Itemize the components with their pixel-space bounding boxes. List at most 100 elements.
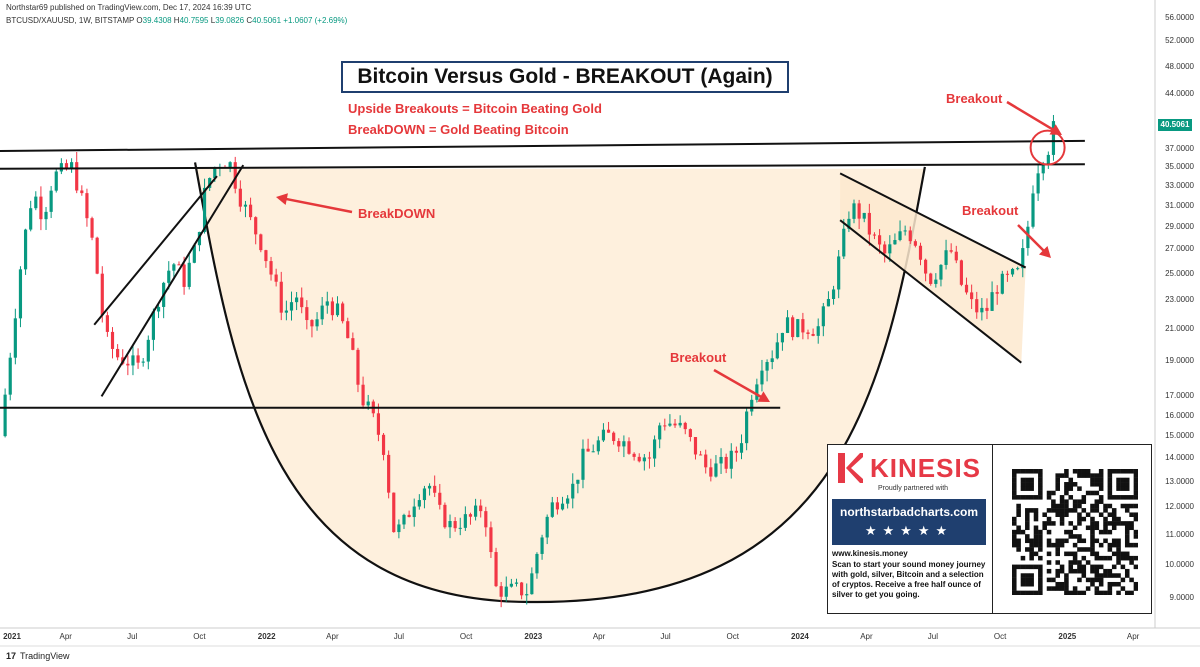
candle-body	[668, 423, 672, 426]
candle-body	[627, 441, 631, 454]
candle-body	[387, 454, 391, 493]
kinesis-brand: KINESIS	[870, 453, 982, 483]
y-tick-label: 9.0000	[1169, 593, 1194, 603]
candle-body	[131, 355, 135, 366]
candle-body	[228, 162, 232, 168]
x-tick-label: Apr	[59, 632, 72, 641]
candle-body	[714, 463, 718, 477]
candle-body	[105, 315, 109, 332]
candle-body	[295, 297, 299, 303]
candle-body	[791, 317, 795, 338]
kinesis-ad[interactable]: KINESIS Proudly partnered with northstar…	[827, 444, 1152, 614]
candle-body	[381, 434, 386, 455]
candle-body	[361, 384, 365, 406]
candle-body	[688, 429, 692, 438]
candle-body	[555, 502, 559, 510]
candle-body	[739, 443, 744, 453]
candle-body	[1005, 273, 1010, 275]
trendline-channel-low	[100, 164, 245, 397]
candle-body	[652, 439, 657, 459]
candle-body	[85, 193, 89, 219]
x-tick-label: 2021	[3, 632, 21, 641]
candle-body	[796, 319, 800, 338]
candle-body	[254, 217, 258, 235]
y-tick-label: 13.0000	[1165, 476, 1194, 486]
candle-body	[857, 203, 861, 219]
ad-body-text: Scan to start your sound money journey w…	[832, 560, 986, 599]
candle-body	[64, 163, 69, 169]
tradingview-footer: 17 TradingView	[6, 651, 70, 661]
candle-body	[586, 448, 590, 452]
candle-body	[550, 502, 554, 517]
candle-body	[412, 506, 416, 518]
candle-body	[8, 357, 12, 395]
candle-body	[300, 297, 304, 308]
publisher-line: Northstar69 published on TradingView.com…	[6, 3, 252, 12]
kinesis-url[interactable]: www.kinesis.money	[832, 549, 908, 558]
low-value: 39.0826	[215, 16, 245, 25]
candle-body	[433, 485, 437, 493]
x-tick-label: Oct	[193, 632, 206, 641]
candle-body	[453, 521, 457, 529]
candle-body	[535, 553, 539, 574]
candle-body	[617, 441, 621, 447]
x-tick-label: Jul	[927, 632, 939, 641]
candle-body	[213, 167, 217, 179]
y-tick-label: 17.0000	[1165, 391, 1194, 401]
y-tick-label: 19.0000	[1165, 356, 1194, 366]
y-tick-label: 14.0000	[1165, 453, 1194, 463]
wedge-fill	[840, 173, 1026, 363]
candle-body	[924, 259, 928, 274]
candle-body	[29, 208, 33, 230]
candle-body	[995, 292, 999, 294]
candle-body	[888, 244, 892, 254]
candle-body	[325, 301, 329, 306]
candle-body	[560, 503, 565, 510]
candle-body	[877, 235, 882, 245]
candle-body	[346, 321, 350, 339]
last-price-tag: 40.5061	[1158, 119, 1192, 131]
candle-body	[59, 163, 63, 172]
candle-body	[785, 317, 790, 333]
candle-body	[954, 251, 958, 261]
y-tick-label: 16.0000	[1165, 410, 1194, 420]
breakout-arrow-2023-shaft	[713, 368, 763, 399]
candle-body	[397, 524, 401, 533]
candle-body	[765, 362, 769, 371]
candle-body	[44, 211, 48, 220]
y-tick-label: 37.0000	[1165, 144, 1194, 154]
candle-body	[39, 196, 43, 220]
candle-body	[484, 511, 488, 528]
y-tick-label: 27.0000	[1165, 244, 1194, 254]
cup-fill	[195, 162, 925, 602]
chart-title: Bitcoin Versus Gold - BREAKOUT (Again)	[341, 61, 789, 93]
candle-body	[427, 485, 432, 489]
x-tick-label: 2022	[257, 632, 276, 641]
breakout-arrow-wedge-head	[1038, 245, 1051, 258]
y-tick-label: 52.0000	[1165, 36, 1194, 46]
candle-body	[248, 204, 253, 218]
y-tick-label: 11.0000	[1165, 529, 1194, 539]
candle-body	[274, 274, 278, 282]
trendline-channel-high	[93, 175, 218, 326]
x-tick-label: Oct	[993, 632, 1007, 641]
candle-body	[95, 237, 99, 274]
candle-body	[499, 586, 503, 597]
candle-body	[893, 240, 897, 245]
x-tick-label: 2025	[1058, 632, 1077, 641]
candle-body	[663, 425, 667, 427]
candle-body	[1031, 193, 1035, 227]
candle-body	[678, 422, 682, 426]
candle-body	[402, 514, 406, 525]
x-tick-label: Jul	[127, 632, 138, 641]
candle-body	[847, 218, 851, 229]
candle-body	[310, 320, 314, 327]
breakout-arrow-wedge-shaft	[1017, 224, 1046, 253]
x-tick-label: Jul	[393, 632, 404, 641]
qr-code-icon[interactable]	[1012, 469, 1138, 595]
candle-body	[821, 306, 825, 327]
ad-info-panel: KINESIS Proudly partnered with northstar…	[830, 447, 990, 611]
northstar-banner[interactable]: northstarbadcharts.com ★★★★★	[832, 499, 986, 545]
candle-body	[167, 270, 171, 283]
y-tick-label: 12.0000	[1165, 502, 1194, 512]
